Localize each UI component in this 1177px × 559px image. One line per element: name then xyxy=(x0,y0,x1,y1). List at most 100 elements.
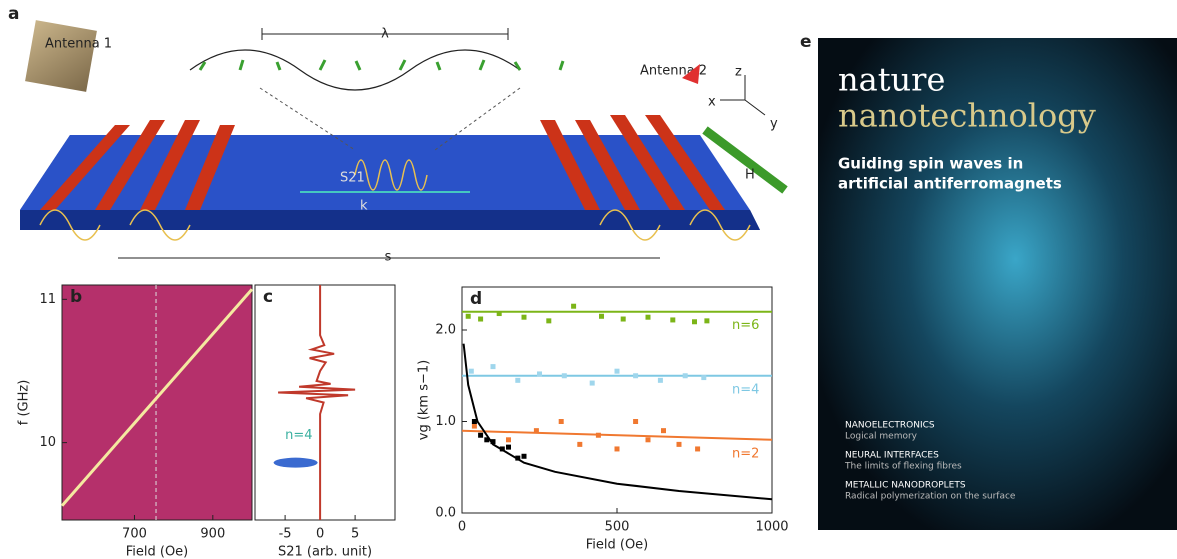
data-point xyxy=(491,439,496,444)
data-line xyxy=(464,344,772,500)
axes-icon xyxy=(720,75,765,115)
series-label: n=6 xyxy=(732,318,759,333)
data-line xyxy=(278,285,355,520)
cover-title: nature xyxy=(838,61,945,99)
data-point xyxy=(596,433,601,438)
data-point xyxy=(497,311,502,316)
data-point xyxy=(633,373,638,378)
series-label: n=2 xyxy=(732,446,759,461)
panel-e: e nature nanotechnology Guiding spin wav… xyxy=(800,32,1177,530)
data-point xyxy=(621,317,626,322)
data-point xyxy=(633,419,638,424)
data-point xyxy=(472,424,477,429)
data-point xyxy=(704,318,709,323)
x-axis-label: Field (Oe) xyxy=(126,545,189,559)
feature-head: METALLIC NANODROPLETS xyxy=(845,481,966,491)
h-label: H xyxy=(745,168,755,183)
k-label: k xyxy=(360,199,368,214)
data-point xyxy=(577,442,582,447)
data-point xyxy=(599,314,604,319)
figure: a Antenna 1 Antenna 2 λ S21 k s H z x y … xyxy=(0,0,1177,559)
data-point xyxy=(537,371,542,376)
data-point xyxy=(506,445,511,450)
x-tick-label: 0 xyxy=(458,520,466,535)
data-point xyxy=(484,437,489,442)
panel-label: a xyxy=(8,4,19,24)
data-point xyxy=(559,419,564,424)
y-tick-label: 11 xyxy=(39,292,56,307)
data-point xyxy=(615,446,620,451)
s-label: s xyxy=(385,250,392,265)
series-label: n=4 xyxy=(732,382,759,397)
x-tick-label: 5 xyxy=(351,527,359,542)
feature-text: Radical polymerization on the surface xyxy=(845,492,1016,502)
data-point xyxy=(646,437,651,442)
data-point xyxy=(534,428,539,433)
feature-text: Logical memory xyxy=(845,432,918,442)
feature-head: NEURAL INTERFACES xyxy=(845,451,939,461)
antenna-1-image xyxy=(25,20,97,92)
data-point xyxy=(661,428,666,433)
panel-label: b xyxy=(70,287,82,307)
lambda-label: λ xyxy=(381,27,389,42)
x-tick-label: 1000 xyxy=(755,520,788,535)
y-axis-label: vg (km s−1) xyxy=(417,360,432,440)
panel-label: c xyxy=(263,287,273,307)
y-axis-label: f (GHz) xyxy=(17,380,32,426)
data-point xyxy=(478,433,483,438)
data-point xyxy=(546,318,551,323)
panel-label: d xyxy=(470,289,482,309)
x-tick-label: 500 xyxy=(605,520,630,535)
data-point xyxy=(515,456,520,461)
x-tick-label: 900 xyxy=(200,527,225,542)
data-point xyxy=(677,442,682,447)
data-point xyxy=(522,454,527,459)
y-tick-label: 0.0 xyxy=(435,506,456,521)
data-point xyxy=(646,315,651,320)
data-point xyxy=(491,364,496,369)
spins xyxy=(200,60,563,70)
data-point xyxy=(683,373,688,378)
data-point xyxy=(692,319,697,324)
data-point xyxy=(562,373,567,378)
x-axis-label: Field (Oe) xyxy=(586,538,649,553)
data-point xyxy=(478,317,483,322)
axis-label: y xyxy=(770,117,778,132)
panel-a: a Antenna 1 Antenna 2 λ S21 k s H z x y xyxy=(8,4,785,265)
data-point xyxy=(571,304,576,309)
plot-frame xyxy=(255,285,395,520)
cluster xyxy=(274,458,318,468)
feature-head: NANOELECTRONICS xyxy=(845,421,935,431)
data-point xyxy=(522,315,527,320)
axis-label: z xyxy=(735,65,742,80)
slab-edge xyxy=(20,210,760,230)
data-point xyxy=(506,437,511,442)
x-tick-label: -5 xyxy=(279,527,292,542)
plot-frame xyxy=(462,287,772,513)
s21-label: S21 xyxy=(340,171,365,186)
axis-label: x xyxy=(708,95,716,110)
cover-headline: artificial antiferromagnets xyxy=(838,175,1062,193)
data-point xyxy=(515,378,520,383)
data-point xyxy=(658,378,663,383)
x-axis-label: S21 (arb. unit) xyxy=(278,545,372,559)
data-point xyxy=(615,369,620,374)
data-point xyxy=(469,369,474,374)
data-point xyxy=(466,314,471,319)
data-point xyxy=(695,446,700,451)
data-point xyxy=(701,375,706,380)
data-point xyxy=(590,381,595,386)
feature-text: The limits of flexing fibres xyxy=(844,462,962,472)
y-tick-label: 10 xyxy=(39,435,56,450)
annotation: n=4 xyxy=(285,428,312,443)
data-point xyxy=(472,419,477,424)
x-tick-label: 0 xyxy=(316,527,324,542)
y-tick-label: 2.0 xyxy=(435,323,456,338)
y-tick-label: 1.0 xyxy=(435,414,456,429)
data-point xyxy=(670,317,675,322)
data-point xyxy=(500,446,505,451)
cover-title: nanotechnology xyxy=(838,97,1096,135)
panel-label: e xyxy=(800,32,812,52)
antenna-label: Antenna 1 xyxy=(45,37,112,52)
spin-envelope xyxy=(190,50,520,90)
